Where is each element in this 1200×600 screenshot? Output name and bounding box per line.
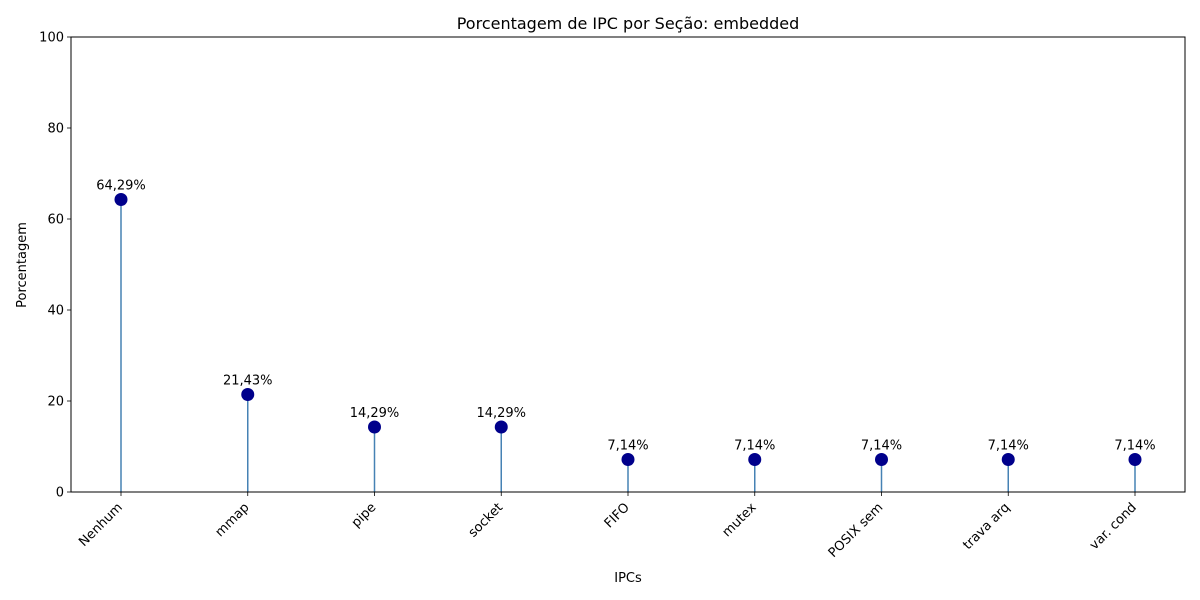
x-tick-label: pipe [349, 500, 379, 530]
plot-area: 0 20 40 60 80 100 64,29% Nenhum 21,43% mmap 14,29%… [39, 31, 1186, 561]
data-label: 7,14% [607, 439, 648, 454]
x-tick-label: var. cond [1087, 500, 1140, 553]
data-point [494, 420, 508, 434]
x-tick-label: mmap [213, 500, 253, 540]
data-point [368, 420, 381, 434]
x-tick-label: socket [466, 500, 506, 540]
data-label: 7,14% [734, 439, 775, 454]
y-tick-label: 20 [47, 395, 64, 410]
data-label: 21,43% [223, 373, 273, 388]
data-point [1001, 453, 1015, 467]
data-label: 7,14% [1114, 439, 1155, 454]
data-point [748, 453, 762, 467]
data-point [875, 453, 888, 467]
y-tick-label: 40 [47, 304, 64, 319]
y-tick-label: 80 [47, 122, 64, 137]
x-axis-label: IPCs [614, 571, 642, 586]
x-tick-label: trava arq [960, 500, 1013, 553]
y-tick-label: 60 [47, 213, 64, 228]
y-tick-label: 0 [56, 486, 64, 501]
chart-title: Porcentagem de IPC por Seção: embedded [457, 14, 800, 33]
data-label: 14,29% [476, 406, 526, 421]
x-tick-label: Nenhum [76, 500, 126, 550]
plot-frame [70, 36, 1186, 493]
data-label: 64,29% [96, 178, 146, 193]
data-point [114, 192, 128, 206]
data-label: 14,29% [350, 406, 400, 421]
data-label: 7,14% [861, 439, 902, 454]
data-point [621, 453, 635, 467]
x-tick-label: POSIX sem [826, 500, 887, 561]
data-point [241, 387, 255, 401]
data-label: 7,14% [988, 439, 1029, 454]
data-point [1128, 453, 1142, 467]
y-axis-label: Porcentagem [15, 222, 30, 308]
y-tick-label: 100 [39, 31, 64, 46]
x-tick-label: mutex [720, 500, 760, 540]
x-tick-label: FIFO [602, 500, 633, 531]
